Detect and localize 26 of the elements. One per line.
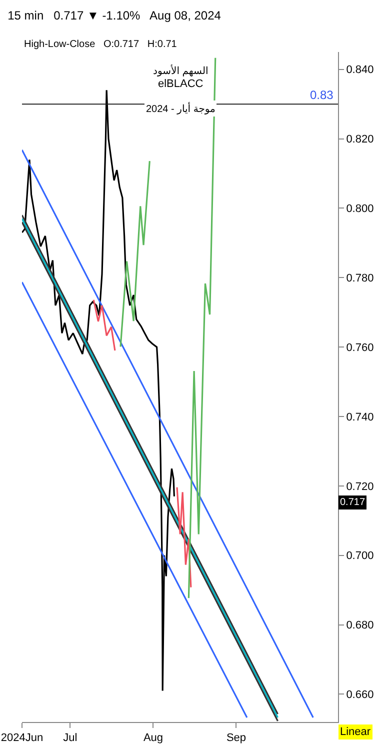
y-tick-label: 0.720 bbox=[346, 480, 374, 493]
y-tick-label: 0.760 bbox=[346, 342, 374, 354]
line-series bbox=[92, 299, 116, 352]
line-series bbox=[176, 486, 192, 588]
x-tick-label: Jul bbox=[63, 732, 78, 744]
annotation: elBLACC bbox=[158, 78, 204, 90]
text: 0.717 bbox=[340, 497, 366, 508]
x-tick-label: Aug bbox=[143, 732, 164, 744]
y-tick-label: 0.660 bbox=[346, 689, 374, 702]
chart-subtitle: High-Low-Close O:0.717 H:0.71 bbox=[24, 39, 178, 50]
text: Linear bbox=[340, 726, 371, 738]
ref-line-label: 0.83 bbox=[310, 88, 334, 102]
annotation: موجة أيار - 2024 bbox=[146, 102, 216, 115]
line-series bbox=[120, 160, 150, 348]
x-tick-label: 2024Jun bbox=[0, 732, 44, 744]
y-tick-label: 0.820 bbox=[346, 134, 374, 146]
y-tick-label: 0.700 bbox=[346, 550, 374, 562]
y-tick-label: 0.740 bbox=[346, 411, 374, 424]
chart-title: 15 min 0.717 ▼ -1.10% Aug 08, 2024 bbox=[8, 8, 222, 23]
y-tick-label: 0.840 bbox=[346, 64, 374, 76]
y-tick-label: 0.800 bbox=[346, 203, 374, 216]
annotation: السهم الأسود bbox=[153, 64, 208, 77]
x-tick-label: Sep bbox=[226, 732, 246, 744]
y-tick-label: 0.780 bbox=[346, 272, 374, 284]
y-tick-label: 0.680 bbox=[346, 620, 374, 632]
line-series bbox=[22, 89, 175, 692]
